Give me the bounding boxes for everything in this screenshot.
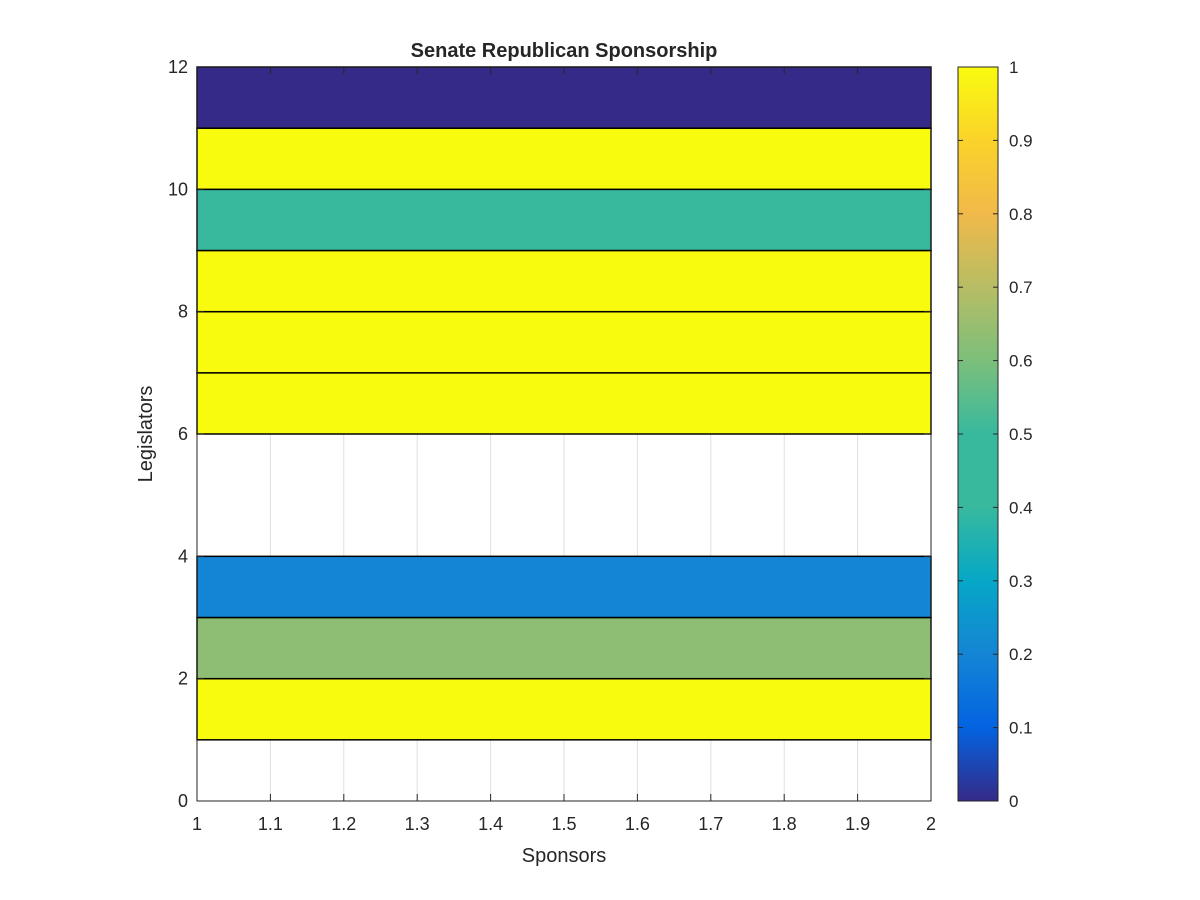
x-tick-label: 1 [192,814,202,834]
x-tick-label: 1.6 [625,814,650,834]
y-tick-label: 12 [168,57,188,77]
colorbar-tick-label: 0.6 [1009,352,1033,371]
heatmap-cell-1 [196,616,932,680]
heatmap-cell-7 [196,127,932,191]
x-tick-label: 1.2 [331,814,356,834]
y-tick-label: 4 [178,546,188,566]
colorbar-ticks: 0 0.1 0.2 0.3 0.4 0.5 0.6 0.7 0.8 0.9 1 [958,58,1033,811]
y-axis-label: Legislators [135,386,157,483]
colorbar-tick-label: 0.3 [1009,572,1033,591]
colorbar-tick-label: 0 [1009,792,1018,811]
colorbar-tick-label: 1 [1009,58,1018,77]
x-tick-label: 1.4 [478,814,503,834]
heatmap-cell-0 [196,677,932,741]
heatmap-cell-2 [196,555,932,619]
x-axis-label: Sponsors [522,845,607,867]
x-tick-label: 1.5 [551,814,576,834]
y-tick-label: 10 [168,179,188,199]
y-tick-label: 6 [178,424,188,444]
chart-title: Senate Republican Sponsorship [411,40,718,62]
colorbar-tick-label: 0.7 [1009,278,1033,297]
heatmap-cell-4 [196,310,932,374]
y-tick-label: 8 [178,302,188,322]
y-tick-label: 2 [178,669,188,689]
x-tick-label: 1.3 [405,814,430,834]
x-tick-label: 2 [926,814,936,834]
heatmap-cell-3 [196,372,932,435]
x-tick-label: 1.8 [772,814,797,834]
colorbar-tick-label: 0.9 [1009,131,1033,150]
heatmap-cells [196,66,932,741]
y-axis-ticks: 0 2 4 6 8 10 12 [168,57,931,811]
y-tick-label: 0 [178,791,188,811]
heatmap-cell-5 [196,249,932,313]
colorbar-tick-label: 0.1 [1009,719,1033,738]
heatmap-cell-6 [196,188,932,252]
x-tick-label: 1.9 [845,814,870,834]
heatmap-cell-8 [196,66,932,129]
colorbar [957,66,999,802]
x-tick-label: 1.7 [698,814,723,834]
colorbar-tick-label: 0.2 [1009,645,1033,664]
colorbar-tick-label: 0.5 [1009,425,1033,444]
x-axis-ticks: 1 1.1 1.2 1.3 1.4 1.5 1.6 1.7 1.8 1.9 2 [192,67,936,834]
colorbar-tick-label: 0.4 [1009,498,1033,517]
x-tick-label: 1.1 [258,814,283,834]
colorbar-tick-label: 0.8 [1009,205,1033,224]
